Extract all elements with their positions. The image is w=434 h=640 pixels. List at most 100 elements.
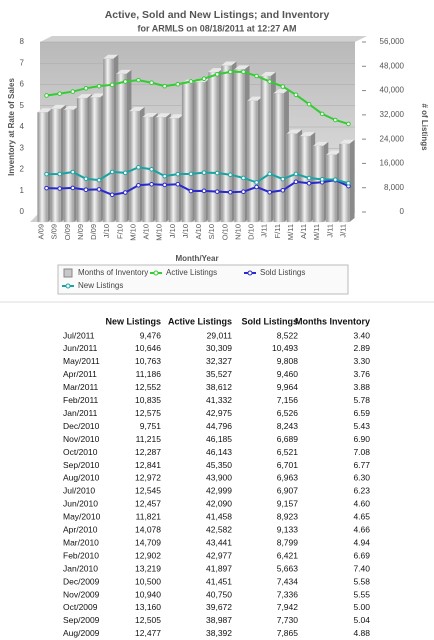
bar — [181, 83, 193, 223]
row-label: Sep/2010 — [63, 460, 100, 470]
line-point — [214, 189, 220, 194]
table-cell: 42,975 — [206, 408, 232, 418]
table-cell: 6,907 — [277, 486, 299, 496]
line-point — [136, 165, 141, 170]
line-point — [267, 189, 272, 195]
line-point — [214, 72, 220, 77]
line-point — [70, 89, 76, 94]
y-tick-label: 3 — [20, 143, 25, 152]
table-cell: 5.55 — [353, 589, 370, 599]
line-point — [201, 188, 207, 194]
x-tick-label: O/10 — [220, 224, 229, 240]
legend-label: Months of Inventory — [78, 268, 148, 277]
x-tick-label: J/10 — [181, 224, 190, 238]
x-tick-label: M/11 — [312, 224, 321, 240]
bar — [50, 108, 61, 223]
row-label: Dec/2010 — [63, 421, 100, 431]
x-tick-label: F/10 — [115, 224, 124, 239]
x-tick-label: D/09 — [89, 224, 98, 240]
table-cell: 6.23 — [353, 486, 370, 496]
y2-tick-label: 32,000 — [380, 110, 405, 119]
x-tick-label: J/10 — [102, 224, 111, 238]
legend-swatch-dot — [65, 283, 71, 289]
y-tick-label: 4 — [20, 122, 25, 131]
bar-top — [89, 93, 106, 98]
line-point — [306, 175, 312, 181]
table-cell: 5.00 — [353, 602, 370, 612]
table-cell: 3.88 — [353, 382, 370, 392]
x-tick-label: N/09 — [76, 224, 85, 240]
bar — [116, 73, 127, 223]
x-tick-label: O/09 — [63, 224, 72, 240]
table-cell: 40,750 — [206, 589, 232, 599]
line-point — [267, 79, 272, 84]
table-cell: 10,763 — [135, 356, 161, 366]
row-label: Apr/2011 — [63, 369, 97, 379]
table-cell: 42,090 — [206, 499, 232, 509]
line-point — [109, 169, 115, 175]
y2-axis-label: # of Listings — [420, 103, 429, 151]
row-label: Aug/2010 — [63, 473, 100, 483]
table-cell: 12,575 — [135, 408, 161, 418]
row-label: Feb/2011 — [63, 395, 99, 405]
bar — [168, 118, 180, 223]
row-label: Nov/2009 — [63, 589, 100, 599]
table-cell: 7,730 — [277, 615, 299, 625]
table-cell: 8,799 — [277, 537, 299, 547]
bar — [89, 97, 101, 223]
y2-tick-label: 16,000 — [380, 159, 405, 168]
legend-label: Sold Listings — [260, 268, 305, 277]
y2-tick-label: 0 — [400, 207, 405, 216]
table-cell: 10,835 — [135, 395, 161, 405]
table-cell: 12,972 — [135, 473, 161, 483]
bar-top — [129, 107, 145, 112]
line-point — [57, 91, 62, 96]
table-cell: 14,078 — [135, 525, 161, 535]
row-label: Mar/2011 — [63, 382, 99, 392]
line-point — [44, 93, 49, 98]
row-label: Oct/2009 — [63, 602, 98, 612]
x-tick-label: A/09 — [37, 224, 46, 239]
table-cell: 12,477 — [135, 628, 161, 638]
table-cell: 7.40 — [353, 563, 370, 573]
table-cell: 5.04 — [353, 615, 370, 625]
y2-tick-label: 8,000 — [384, 183, 405, 192]
table-cell: 4.88 — [353, 628, 370, 638]
bar-top — [155, 113, 171, 118]
line-point — [254, 180, 259, 185]
line-point — [96, 187, 102, 192]
line-point — [162, 182, 167, 188]
bar-top — [286, 129, 303, 134]
y-tick-label: 0 — [20, 207, 25, 216]
row-label: Apr/2010 — [63, 525, 98, 535]
bar-top — [50, 104, 66, 109]
y-tick-label: 7 — [20, 58, 25, 67]
line-point — [149, 166, 154, 172]
line-point — [241, 69, 246, 75]
row-label: May/2011 — [63, 356, 100, 366]
line-point — [293, 171, 299, 177]
line-point — [83, 85, 89, 91]
table-cell: 8,923 — [277, 512, 299, 522]
line-point — [149, 80, 154, 86]
legend-swatch — [63, 268, 73, 278]
table-cell: 5.58 — [353, 576, 370, 586]
bar — [76, 97, 88, 223]
bar — [63, 109, 75, 223]
table-cell: 6.30 — [353, 473, 370, 483]
bar — [326, 154, 337, 223]
x-tick-label: M/10 — [155, 224, 164, 241]
line-point — [319, 111, 325, 117]
table-header: Active Listings — [168, 316, 232, 326]
table-cell: 2.89 — [353, 343, 370, 353]
table-cell: 46,143 — [206, 447, 232, 457]
line-point — [280, 176, 286, 182]
row-label: May/2010 — [63, 512, 101, 522]
line-point — [319, 177, 325, 182]
table-cell: 38,392 — [206, 628, 232, 638]
table-cell: 44,796 — [206, 421, 232, 431]
table-cell: 8,243 — [277, 421, 299, 431]
table-cell: 10,940 — [135, 589, 161, 599]
bar-top — [37, 108, 53, 113]
